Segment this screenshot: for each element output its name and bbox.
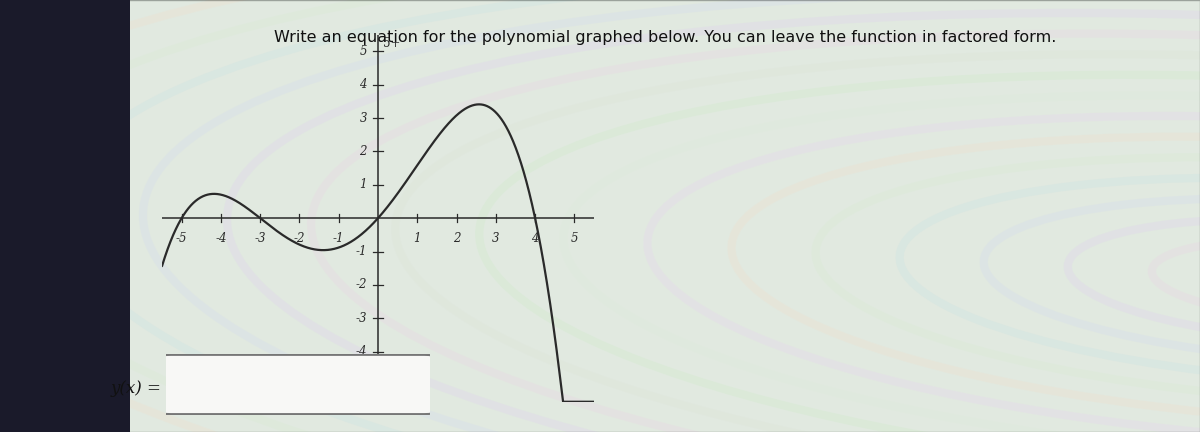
Text: Write an equation for the polynomial graphed below. You can leave the function i: Write an equation for the polynomial gra… [274,30,1056,45]
Text: 2: 2 [360,145,367,158]
Text: -5+: -5+ [383,390,404,403]
Text: 5: 5 [571,232,578,245]
Text: -5: -5 [176,232,187,245]
FancyBboxPatch shape [161,355,434,414]
Text: -4: -4 [215,232,227,245]
Text: 5+: 5+ [383,37,400,50]
Text: -4: -4 [355,345,367,358]
Text: 1: 1 [360,178,367,191]
Text: 4: 4 [532,232,539,245]
Text: 2: 2 [452,232,461,245]
FancyBboxPatch shape [120,0,1200,432]
Text: 3: 3 [360,111,367,124]
Text: -2: -2 [355,278,367,292]
Text: 3: 3 [492,232,499,245]
Text: -1: -1 [355,245,367,258]
Text: -5: -5 [355,378,367,391]
Text: 1: 1 [414,232,421,245]
Text: y(x) =: y(x) = [112,380,162,397]
Bar [0,0,130,432]
Text: 4: 4 [360,78,367,91]
Text: -3: -3 [254,232,266,245]
Text: 5: 5 [360,45,367,58]
Text: -3: -3 [355,312,367,325]
Text: -2: -2 [294,232,305,245]
Text: -1: -1 [332,232,344,245]
